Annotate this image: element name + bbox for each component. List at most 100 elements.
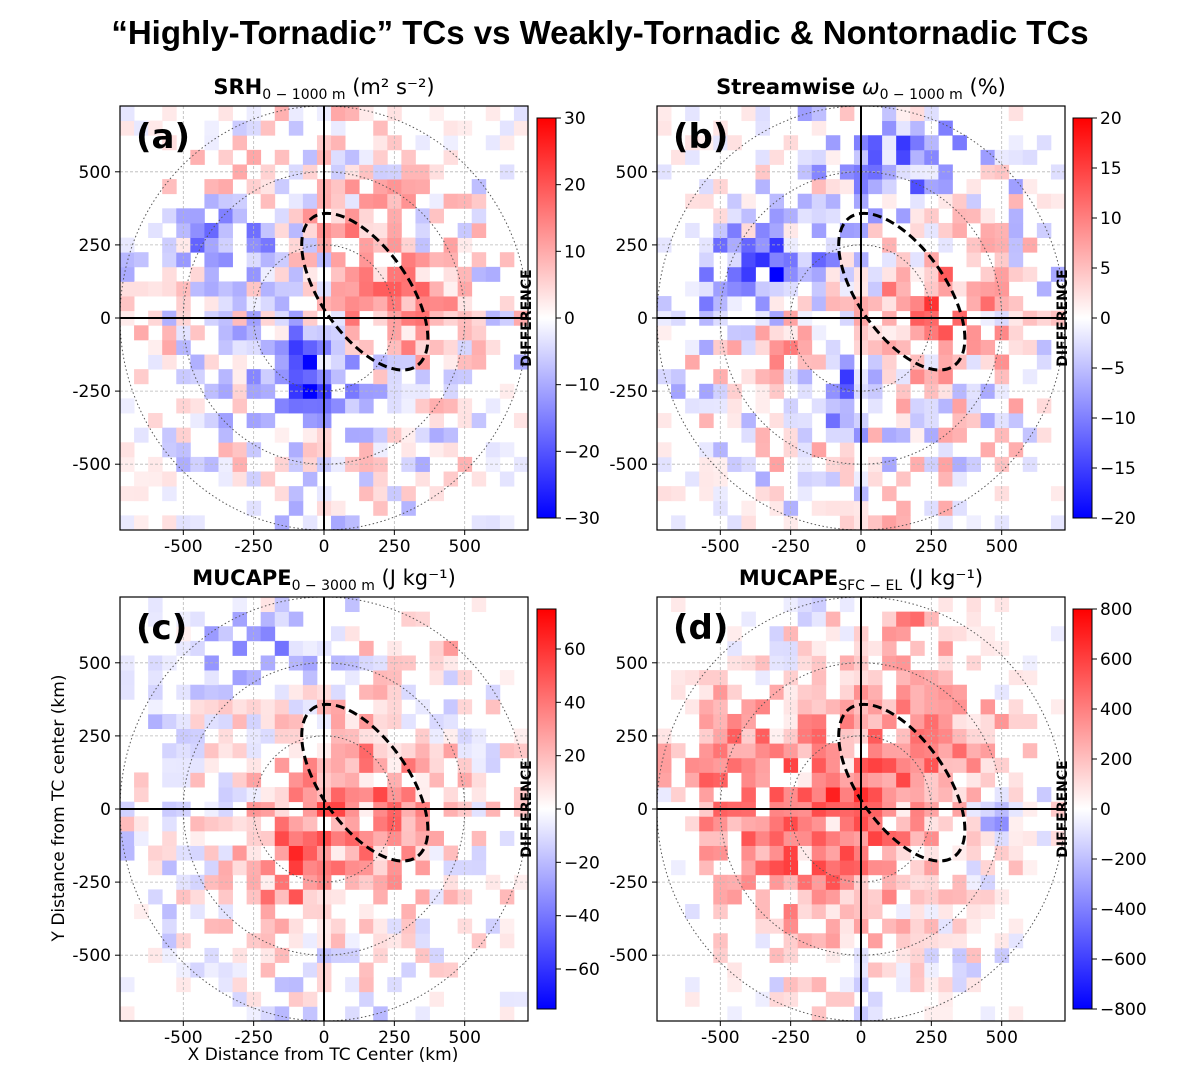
heatmap-cell bbox=[868, 816, 883, 832]
heatmap-cell bbox=[868, 427, 883, 443]
heatmap-cell bbox=[994, 266, 1010, 282]
heatmap-cell bbox=[162, 816, 177, 832]
heatmap-cell bbox=[769, 860, 785, 876]
heatmap-cell bbox=[811, 149, 827, 165]
heatmap-cell bbox=[797, 772, 813, 788]
heatmap-cell bbox=[260, 933, 276, 949]
heatmap-cell bbox=[980, 860, 996, 876]
heatmap-cell bbox=[204, 266, 219, 282]
heatmap-cell bbox=[797, 442, 813, 458]
heatmap-cell bbox=[401, 164, 416, 180]
heatmap-cell bbox=[966, 904, 981, 920]
heatmap-cell bbox=[825, 252, 841, 268]
heatmap-cell bbox=[924, 757, 939, 773]
heatmap-cell bbox=[443, 860, 459, 876]
heatmap-cell bbox=[471, 860, 487, 876]
heatmap-cell bbox=[288, 816, 304, 832]
heatmap-cell bbox=[839, 816, 855, 832]
heatmap-cell bbox=[345, 670, 360, 686]
heatmap-cell bbox=[134, 120, 149, 136]
heatmap-cell bbox=[288, 991, 304, 1007]
heatmap-cell bbox=[162, 281, 177, 297]
heatmap-cell bbox=[274, 486, 290, 502]
heatmap-cell bbox=[373, 179, 388, 195]
heatmap-cell bbox=[938, 179, 953, 195]
heatmap-cell bbox=[797, 845, 813, 861]
x-tick-label: 250 bbox=[378, 1028, 410, 1048]
heatmap-cell bbox=[783, 918, 799, 934]
heatmap-cell bbox=[1022, 670, 1038, 686]
heatmap-cell bbox=[120, 296, 135, 312]
heatmap-cell bbox=[769, 845, 785, 861]
heatmap-cell bbox=[260, 179, 276, 195]
heatmap-cell bbox=[232, 670, 248, 686]
colorbar bbox=[1072, 117, 1093, 519]
heatmap-cell bbox=[288, 889, 304, 905]
heatmap-cell bbox=[288, 222, 304, 238]
heatmap-cell bbox=[373, 860, 388, 876]
heatmap-cell bbox=[429, 486, 444, 502]
heatmap-cell bbox=[727, 252, 742, 268]
heatmap-cell bbox=[783, 743, 799, 759]
y-tick-label: 500 bbox=[79, 654, 111, 674]
heatmap-cell bbox=[797, 684, 813, 700]
heatmap-cell bbox=[755, 918, 770, 934]
heatmap-cell bbox=[896, 296, 911, 312]
heatmap-cell bbox=[345, 149, 360, 165]
heatmap-cell bbox=[162, 713, 177, 729]
heatmap-cell bbox=[1036, 830, 1052, 846]
y-tick-label: 250 bbox=[616, 727, 648, 747]
heatmap-cell bbox=[218, 193, 233, 209]
heatmap-cell bbox=[1022, 369, 1038, 385]
heatmap-cell bbox=[260, 413, 276, 429]
heatmap-cell bbox=[429, 845, 444, 861]
heatmap-cell bbox=[839, 904, 855, 920]
heatmap-cell bbox=[401, 611, 416, 627]
heatmap-cell bbox=[443, 193, 459, 209]
heatmap-cell bbox=[373, 816, 388, 832]
heatmap-cell bbox=[415, 787, 430, 803]
heatmap-cell bbox=[331, 354, 346, 370]
heatmap-cell bbox=[910, 398, 925, 414]
heatmap-cell bbox=[699, 743, 714, 759]
heatmap-cell bbox=[868, 889, 883, 905]
heatmap-cell bbox=[218, 684, 233, 700]
heatmap-cell bbox=[120, 1006, 135, 1021]
heatmap-cell bbox=[755, 860, 770, 876]
heatmap-cell bbox=[938, 398, 953, 414]
heatmap-cell bbox=[755, 427, 770, 443]
heatmap-cell bbox=[797, 933, 813, 949]
heatmap-cell bbox=[938, 427, 953, 443]
heatmap-cell bbox=[345, 860, 360, 876]
heatmap-cell bbox=[331, 398, 346, 414]
heatmap-cell bbox=[938, 383, 953, 399]
heatmap-cell bbox=[429, 208, 444, 224]
heatmap-cell bbox=[443, 281, 459, 297]
heatmap-cell bbox=[274, 684, 290, 700]
heatmap-cell bbox=[1050, 626, 1065, 642]
heatmap-cell bbox=[910, 413, 925, 429]
x-axis-label: X Distance from TC Center (km) bbox=[188, 1045, 459, 1065]
heatmap-cell bbox=[980, 1006, 996, 1021]
heatmap-cell bbox=[868, 684, 883, 700]
heatmap-cell bbox=[218, 208, 233, 224]
heatmap-cell bbox=[260, 252, 276, 268]
heatmap-cell bbox=[359, 918, 374, 934]
heatmap-cell bbox=[1008, 266, 1024, 282]
heatmap-cell bbox=[204, 918, 219, 934]
title-units: (%) bbox=[963, 75, 1006, 99]
heatmap-cell bbox=[825, 889, 841, 905]
heatmap-cell bbox=[513, 743, 528, 759]
heatmap-cell bbox=[699, 670, 714, 686]
heatmap-cell bbox=[218, 787, 233, 803]
heatmap-cell bbox=[699, 486, 714, 502]
heatmap-cell bbox=[162, 845, 177, 861]
heatmap-cell bbox=[1036, 222, 1052, 238]
colorbar-tick-label: 20 bbox=[564, 176, 586, 196]
heatmap-cell bbox=[896, 325, 911, 341]
heatmap-cell bbox=[288, 325, 304, 341]
heatmap-cell bbox=[120, 684, 135, 700]
heatmap-cell bbox=[882, 626, 897, 642]
heatmap-cell bbox=[811, 772, 827, 788]
heatmap-cell bbox=[288, 354, 304, 370]
